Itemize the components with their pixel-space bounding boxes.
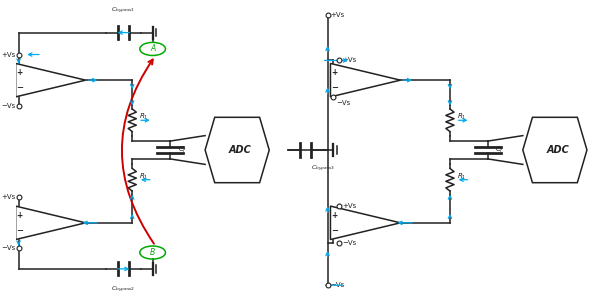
Text: ADC: ADC: [547, 145, 569, 155]
Text: +Vs: +Vs: [1, 52, 16, 58]
Text: −: −: [16, 83, 23, 92]
Text: +Vs: +Vs: [342, 58, 356, 64]
Text: A: A: [150, 44, 155, 53]
Text: $R_1$: $R_1$: [457, 172, 466, 182]
Text: +Vs: +Vs: [342, 203, 356, 209]
Text: +: +: [331, 68, 338, 77]
Text: $R_1$: $R_1$: [457, 112, 466, 122]
Text: $R_1$: $R_1$: [139, 112, 149, 122]
Text: +: +: [17, 211, 23, 220]
Text: $C_{bypass3}$: $C_{bypass3}$: [311, 164, 335, 174]
Text: −Vs: −Vs: [336, 100, 350, 106]
Text: −: −: [331, 83, 338, 92]
Text: $C_{bypass2}$: $C_{bypass2}$: [112, 285, 136, 296]
Text: +Vs: +Vs: [331, 12, 344, 18]
Text: $C_{bypass1}$: $C_{bypass1}$: [112, 6, 136, 16]
Text: ADC: ADC: [229, 145, 251, 155]
Text: +: +: [17, 68, 23, 77]
Text: −: −: [16, 226, 23, 235]
Text: −Vs: −Vs: [1, 103, 16, 109]
Text: −Vs: −Vs: [331, 282, 344, 288]
Text: $C_f$: $C_f$: [178, 145, 187, 155]
Text: +: +: [331, 211, 338, 220]
Text: −Vs: −Vs: [342, 239, 356, 245]
Text: −: −: [331, 226, 338, 235]
Text: $C_f$: $C_f$: [496, 145, 505, 155]
Text: $R_1$: $R_1$: [139, 172, 149, 182]
Text: B: B: [150, 248, 155, 257]
Text: +Vs: +Vs: [1, 194, 16, 200]
Text: −Vs: −Vs: [1, 245, 16, 251]
